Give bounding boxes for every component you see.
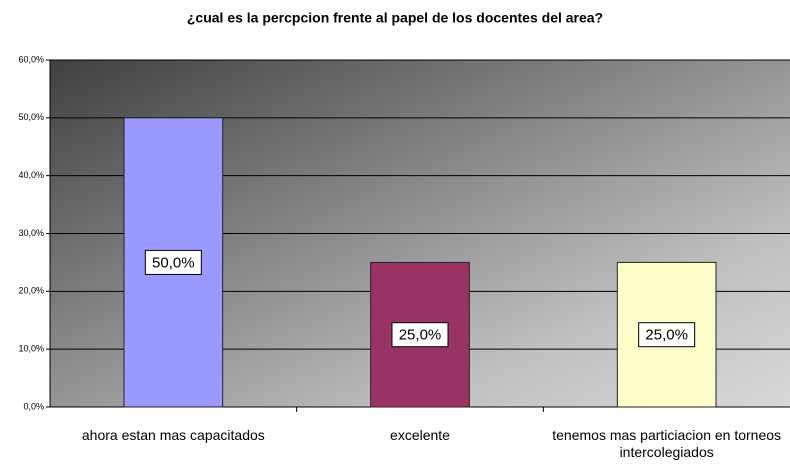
x-tick-label: ahora estan mas capacitados	[81, 427, 265, 443]
y-tick-label: 60,0%	[18, 54, 44, 64]
y-tick-label: 30,0%	[18, 228, 44, 238]
chart-title: ¿cual es la percpcion frente al papel de…	[187, 10, 603, 26]
y-tick-label: 40,0%	[18, 170, 44, 180]
data-label: 25,0%	[645, 327, 688, 344]
y-tick-label: 0,0%	[23, 401, 44, 411]
data-label: 25,0%	[399, 327, 442, 344]
data-label: 50,0%	[152, 254, 195, 271]
data-label-box	[144, 249, 202, 275]
y-tick-label: 10,0%	[18, 344, 44, 354]
x-tick-label: tenemos mas particiacion en torneos inte…	[552, 427, 782, 460]
y-tick-label: 20,0%	[18, 286, 44, 296]
data-label-box	[638, 322, 696, 348]
data-label-box	[391, 322, 449, 348]
y-tick-label: 50,0%	[18, 112, 44, 122]
x-tick-label: excelente	[390, 427, 450, 443]
